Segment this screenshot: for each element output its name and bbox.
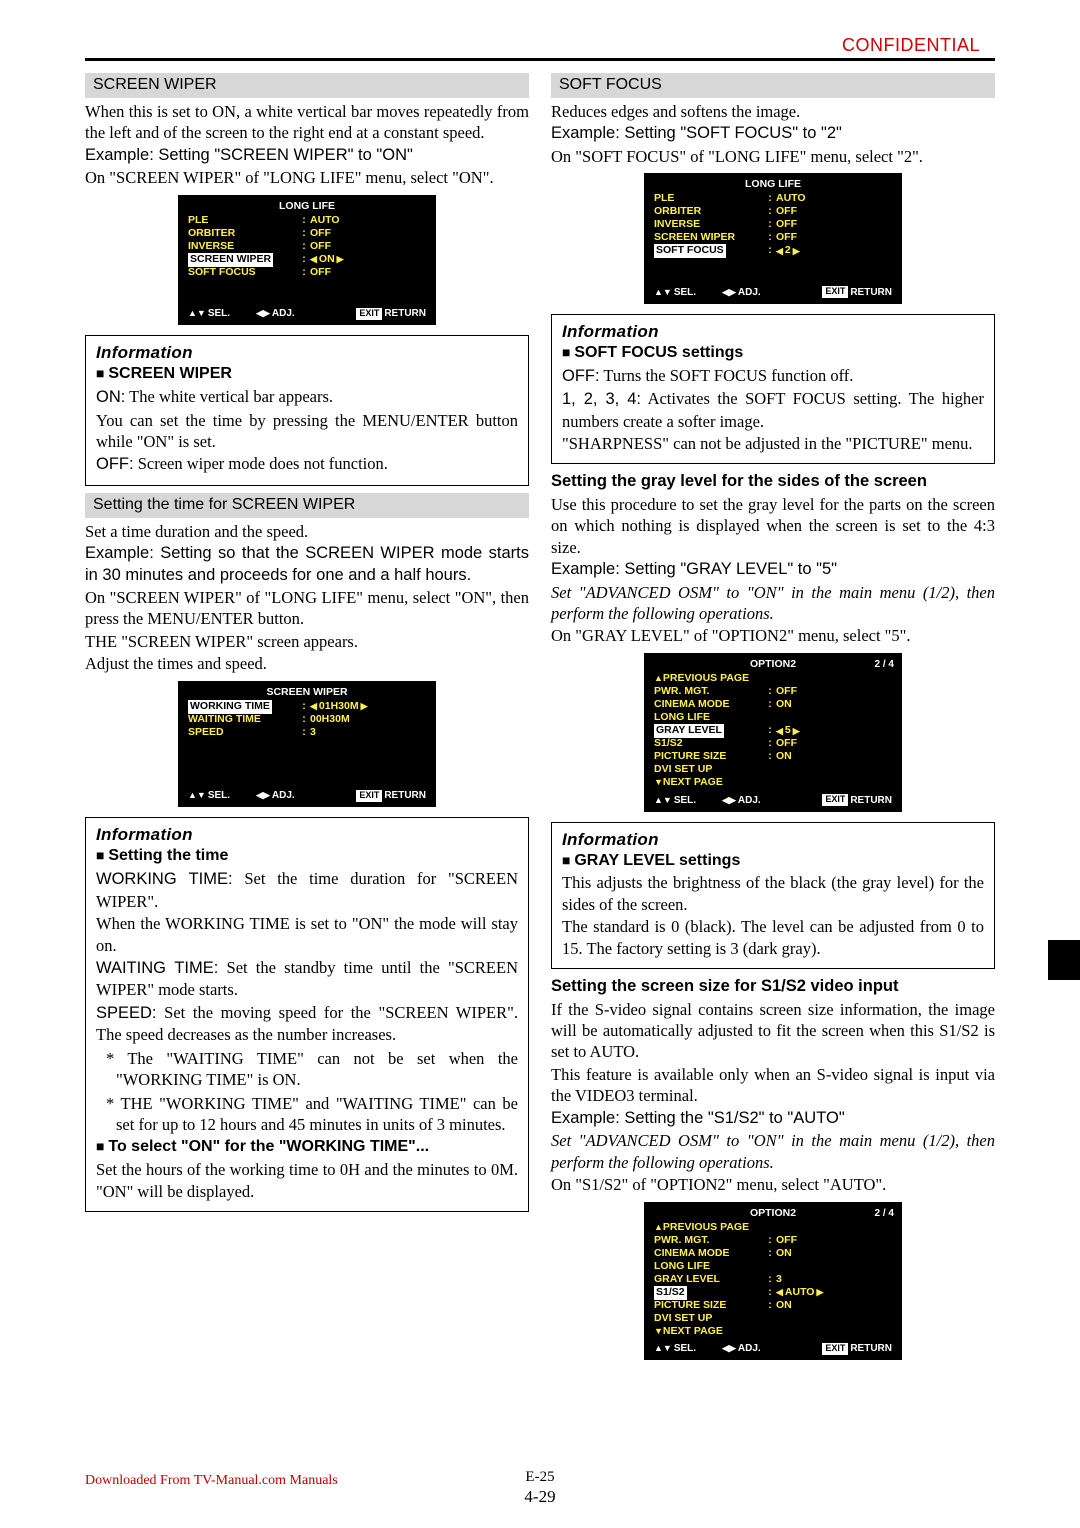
osd-title: SCREEN WIPER <box>188 686 426 701</box>
text: ON: The white vertical bar appears. <box>96 386 518 408</box>
section-screen-wiper: SCREEN WIPER <box>85 73 529 98</box>
text: Example: Setting "GRAY LEVEL" to "5" <box>551 559 995 580</box>
info-subhead: Setting the time <box>96 846 518 867</box>
text: You can set the time by pressing the MEN… <box>96 410 518 453</box>
osd-hints: ▲▼SEL. ◀▶ADJ. EXITRETURN <box>654 794 892 807</box>
text: On "SOFT FOCUS" of "LONG LIFE" menu, sel… <box>551 146 995 167</box>
text: Adjust the times and speed. <box>85 653 529 674</box>
info-title: Information <box>96 342 518 364</box>
text: 1, 2, 3, 4: Activates the SOFT FOCUS set… <box>562 388 984 432</box>
thumb-tab <box>1048 940 1080 980</box>
text: On "S1/S2" of "OPTION2" menu, select "AU… <box>551 1174 995 1195</box>
text: When the WORKING TIME is set to "ON" the… <box>96 913 518 956</box>
text: OFF: Screen wiper mode does not function… <box>96 453 518 475</box>
text: Example: Setting so that the SCREEN WIPE… <box>85 543 529 586</box>
note: * The "WAITING TIME" can not be set when… <box>96 1048 518 1091</box>
text: On "GRAY LEVEL" of "OPTION2" menu, selec… <box>551 625 995 646</box>
info-subhead: GRAY LEVEL settings <box>562 851 984 872</box>
confidential-label: CONFIDENTIAL <box>842 34 980 57</box>
osd-option2-s1s2: OPTION2 2 / 4 ▲ PREVIOUS PAGE PWR. MGT.:… <box>644 1202 902 1361</box>
text: On "SCREEN WIPER" of "LONG LIFE" menu, s… <box>85 167 529 188</box>
text: Example: Setting "SOFT FOCUS" to "2" <box>551 123 995 144</box>
text: Use this procedure to set the gray level… <box>551 494 995 558</box>
osd-title: OPTION2 <box>654 658 892 673</box>
text: WAITING TIME: Set the standby time until… <box>96 957 518 1001</box>
info-title: Information <box>96 824 518 846</box>
osd-pager: 2 / 4 <box>875 1207 894 1220</box>
text: This feature is available only when an S… <box>551 1064 995 1107</box>
info-subhead: To select "ON" for the "WORKING TIME"... <box>96 1137 518 1158</box>
heading-s1s2: Setting the screen size for S1/S2 video … <box>551 976 995 997</box>
info-setting-time: Information Setting the time WORKING TIM… <box>85 817 529 1212</box>
info-gray-level: Information GRAY LEVEL settings This adj… <box>551 822 995 970</box>
osd-title: OPTION2 <box>654 1207 892 1222</box>
info-screen-wiper: Information SCREEN WIPER ON: The white v… <box>85 335 529 486</box>
text: OFF: Turns the SOFT FOCUS function off. <box>562 365 984 387</box>
osd-screen-wiper: SCREEN WIPER WORKING TIME:◀01H30M▶WAITIN… <box>178 681 436 808</box>
osd-long-life-1: LONG LIFE PLE:AUTOORBITER:OFFINVERSE:OFF… <box>178 195 436 326</box>
text: "SHARPNESS" can not be adjusted in the "… <box>562 433 984 454</box>
page-number-e: E-25 <box>525 1468 554 1488</box>
info-subhead: SOFT FOCUS settings <box>562 343 984 364</box>
osd-hints: ▲▼SEL. ◀▶ADJ. EXITRETURN <box>188 307 426 320</box>
osd-title: LONG LIFE <box>188 200 426 215</box>
osd-rows: PLE:AUTOORBITER:OFFINVERSE:OFFSCREEN WIP… <box>188 214 426 279</box>
note: * THE "WORKING TIME" and "WAITING TIME" … <box>96 1093 518 1136</box>
section-set-time: Setting the time for SCREEN WIPER <box>85 493 529 518</box>
osd-rows: WORKING TIME:◀01H30M▶WAITING TIME:00H30M… <box>188 700 426 739</box>
info-soft-focus: Information SOFT FOCUS settings OFF: Tur… <box>551 314 995 465</box>
text: THE "SCREEN WIPER" screen appears. <box>85 631 529 652</box>
text: Set a time duration and the speed. <box>85 521 529 542</box>
info-title: Information <box>562 321 984 343</box>
info-title: Information <box>562 829 984 851</box>
osd-hints: ▲▼SEL. ◀▶ADJ. EXITRETURN <box>654 286 892 299</box>
content-columns: SCREEN WIPER When this is set to ON, a w… <box>85 67 995 1370</box>
osd-hints: ▲▼SEL. ◀▶ADJ. EXITRETURN <box>654 1342 892 1355</box>
text: The standard is 0 (black). The level can… <box>562 916 984 959</box>
left-column: SCREEN WIPER When this is set to ON, a w… <box>85 67 529 1370</box>
info-subhead: SCREEN WIPER <box>96 364 518 385</box>
text: If the S-video signal contains screen si… <box>551 999 995 1063</box>
top-rule <box>85 58 995 61</box>
text: SPEED: Set the moving speed for the "SCR… <box>96 1002 518 1046</box>
text: This adjusts the brightness of the black… <box>562 872 984 915</box>
section-soft-focus: SOFT FOCUS <box>551 73 995 98</box>
text: Example: Setting "SCREEN WIPER" to "ON" <box>85 145 529 166</box>
osd-hints: ▲▼SEL. ◀▶ADJ. EXITRETURN <box>188 789 426 802</box>
osd-rows: PLE:AUTOORBITER:OFFINVERSE:OFFSCREEN WIP… <box>654 193 892 258</box>
text: When this is set to ON, a white vertical… <box>85 101 529 144</box>
footer: Downloaded From TV-Manual.com Manuals E-… <box>85 1468 995 1490</box>
download-source: Downloaded From TV-Manual.com Manuals <box>85 1473 338 1488</box>
page-number: 4-29 <box>524 1486 555 1508</box>
text: Set "ADVANCED OSM" to "ON" in the main m… <box>551 1130 995 1173</box>
heading-gray-level: Setting the gray level for the sides of … <box>551 471 995 492</box>
osd-rows: PWR. MGT.:OFFCINEMA MODE:ONLONG LIFEGRAY… <box>654 1234 892 1325</box>
text: Set "ADVANCED OSM" to "ON" in the main m… <box>551 582 995 625</box>
text: On "SCREEN WIPER" of "LONG LIFE" menu, s… <box>85 587 529 630</box>
osd-pager: 2 / 4 <box>875 658 894 671</box>
right-column: SOFT FOCUS Reduces edges and softens the… <box>551 67 995 1370</box>
text: WORKING TIME: Set the time duration for … <box>96 868 518 912</box>
text: Example: Setting the "S1/S2" to "AUTO" <box>551 1108 995 1129</box>
text: Set the hours of the working time to 0H … <box>96 1159 518 1202</box>
osd-rows: PWR. MGT.:OFFCINEMA MODE:ONLONG LIFEGRAY… <box>654 686 892 777</box>
osd-title: LONG LIFE <box>654 178 892 193</box>
text: Reduces edges and softens the image. <box>551 101 995 122</box>
osd-option2-gray: OPTION2 2 / 4 ▲ PREVIOUS PAGE PWR. MGT.:… <box>644 653 902 812</box>
osd-long-life-2: LONG LIFE PLE:AUTOORBITER:OFFINVERSE:OFF… <box>644 173 902 304</box>
